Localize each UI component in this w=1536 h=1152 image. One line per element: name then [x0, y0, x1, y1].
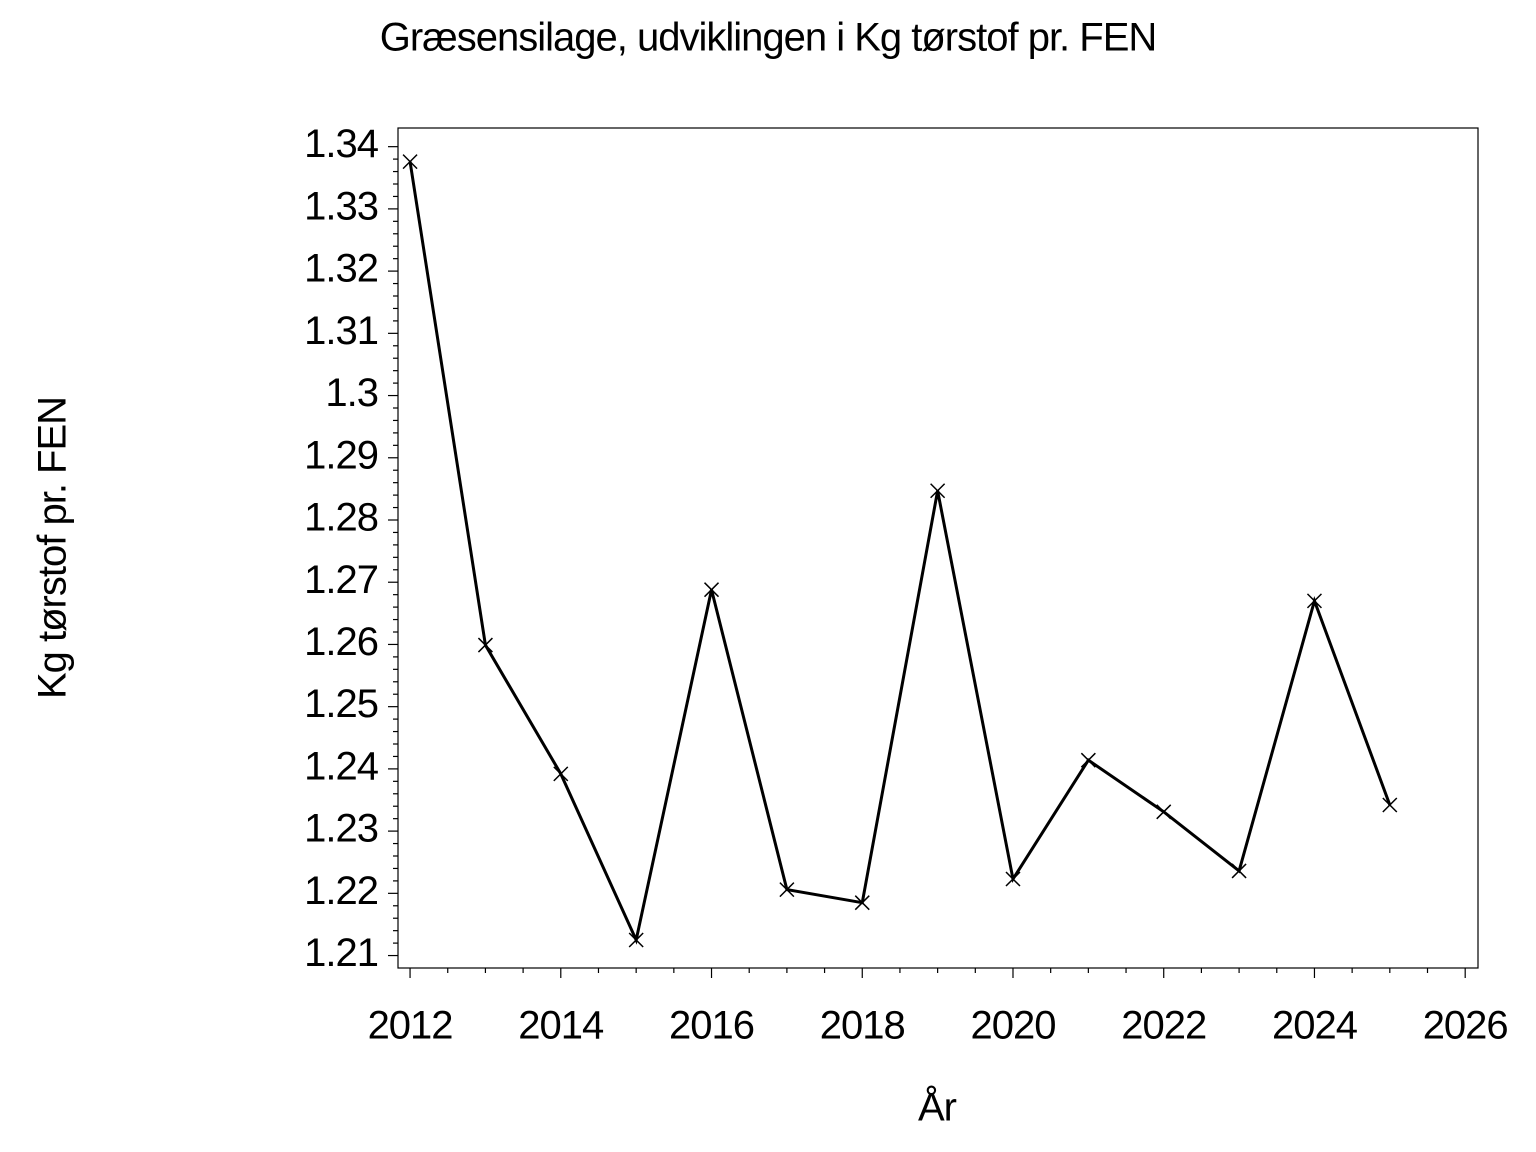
data-marker — [1156, 804, 1172, 820]
data-line — [408, 161, 1392, 945]
x-tick-label: 2020 — [970, 1004, 1055, 1048]
y-tick-label: 1.28 — [304, 496, 378, 540]
y-tick-label: 1.22 — [304, 869, 378, 913]
plot-frame — [397, 127, 1479, 969]
x-tick-label: 2026 — [1423, 1004, 1508, 1048]
x-tick-label: 2024 — [1272, 1004, 1358, 1048]
x-axis-label: År — [918, 1085, 957, 1130]
y-tick-label: 1.29 — [304, 433, 378, 477]
x-tick-label: 2016 — [669, 1004, 754, 1048]
y-tick-label: 1.23 — [304, 807, 378, 851]
y-tick-label: 1.25 — [304, 682, 378, 726]
y-tick-label: 1.27 — [304, 558, 378, 602]
y-tick-label: 1.33 — [304, 184, 378, 228]
data-marker — [1306, 593, 1322, 609]
data-marker — [402, 154, 418, 170]
data-marker — [1005, 871, 1021, 887]
data-marker — [477, 637, 493, 653]
y-tick-label: 1.31 — [304, 309, 378, 353]
data-marker — [1080, 752, 1096, 768]
data-marker — [854, 895, 870, 911]
x-tick-label: 2014 — [518, 1004, 604, 1048]
y-axis-label: Kg tørstof pr. FEN — [31, 397, 75, 699]
data-marker — [553, 766, 569, 782]
y-tick-label: 1.21 — [304, 931, 378, 975]
x-tick-label: 2018 — [820, 1004, 905, 1048]
data-marker — [628, 932, 644, 948]
x-tick-label: 2022 — [1121, 1004, 1206, 1048]
y-tick-label: 1.24 — [304, 744, 379, 788]
chart-title: Græsensilage, udviklingen i Kg tørstof p… — [380, 16, 1157, 60]
y-tick-label: 1.32 — [304, 247, 378, 291]
data-marker — [1382, 797, 1398, 813]
y-tick-label: 1.3 — [325, 371, 378, 415]
y-tick-label: 1.34 — [304, 122, 379, 166]
data-marker — [1231, 863, 1247, 879]
data-marker — [779, 882, 795, 898]
y-tick-label: 1.26 — [304, 620, 378, 664]
data-marker — [703, 582, 720, 598]
x-tick-label: 2012 — [368, 1004, 453, 1048]
data-marker — [930, 483, 946, 499]
